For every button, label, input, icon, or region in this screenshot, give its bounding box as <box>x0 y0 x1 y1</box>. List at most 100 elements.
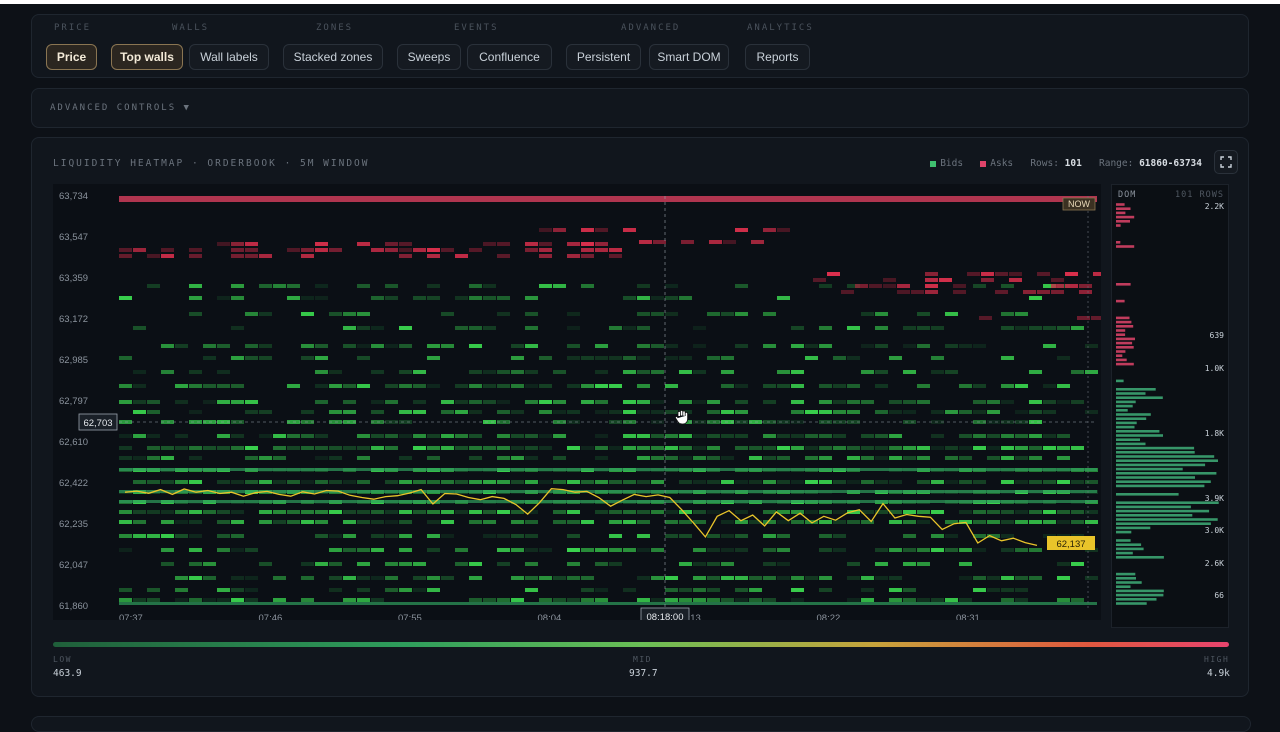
bid-cell <box>665 520 678 524</box>
ask-cell <box>315 248 328 252</box>
bid-cell <box>763 510 776 514</box>
stacked-zones-button[interactable]: Stacked zones <box>283 44 383 70</box>
bid-cell <box>707 312 720 316</box>
bid-cell <box>735 548 748 552</box>
bid-cell <box>917 510 930 514</box>
bid-cell <box>175 520 188 524</box>
ask-cell <box>1051 290 1064 294</box>
bid-cell <box>231 480 244 484</box>
bid-cell <box>763 456 776 460</box>
bid-cell <box>301 446 314 450</box>
heatmap-chart[interactable]: 63,734 63,547 63,359 63,172 62,985 62,797 62,6… <box>53 184 1101 620</box>
bid-cell <box>595 588 608 592</box>
bid-cell <box>847 326 860 330</box>
bid-cell <box>917 562 930 566</box>
bid-cell <box>805 456 818 460</box>
bid-cell <box>315 456 328 460</box>
bid-cell <box>791 370 804 374</box>
bid-cell <box>511 520 524 524</box>
bid-cell <box>679 520 692 524</box>
bid-cell <box>637 400 650 404</box>
bid-cell <box>749 598 762 602</box>
bid-cell <box>861 456 874 460</box>
bid-cell <box>763 598 776 602</box>
bid-cell <box>609 562 622 566</box>
wall-labels-button[interactable]: Wall labels <box>189 44 269 70</box>
bid-cell <box>763 480 776 484</box>
bid-cell <box>847 446 860 450</box>
ask-cell <box>855 284 868 288</box>
bid-cell <box>413 384 426 388</box>
crosshair-price-tag: 62,703 <box>78 413 118 431</box>
bid-cell <box>525 520 538 524</box>
bid-cell <box>343 446 356 450</box>
bid-cell <box>119 456 132 460</box>
bid-cell <box>973 588 986 592</box>
bid-cell <box>511 548 524 552</box>
ask-cell <box>883 278 896 282</box>
bid-cell <box>917 384 930 388</box>
advanced-controls-toggle[interactable]: ADVANCED CONTROLS ▼ <box>50 103 191 113</box>
bid-cell <box>931 548 944 552</box>
bid-cell <box>483 296 496 300</box>
bid-cell <box>987 576 1000 580</box>
ask-cell <box>525 242 538 246</box>
bid-cell <box>665 510 678 514</box>
bid-cell <box>231 588 244 592</box>
ask-cell <box>953 284 966 288</box>
x-tick-label: 08:31 <box>956 613 980 620</box>
bid-cell <box>343 326 356 330</box>
price-button[interactable]: Price <box>46 44 97 70</box>
dom-bar <box>1116 598 1157 601</box>
bid-cell <box>833 548 846 552</box>
bid-cell <box>861 510 874 514</box>
bid-cell <box>273 456 286 460</box>
bid-cell <box>903 510 916 514</box>
bid-cell <box>1001 312 1014 316</box>
ask-cell <box>1093 272 1101 276</box>
bid-cell <box>399 370 412 374</box>
bid-cell <box>973 446 986 450</box>
bid-cell <box>441 480 454 484</box>
bid-cell <box>735 510 748 514</box>
bid-cell <box>567 480 580 484</box>
bid-cell <box>763 562 776 566</box>
sweeps-button[interactable]: Sweeps <box>397 44 461 70</box>
bid-cell <box>175 588 188 592</box>
bid-cell <box>777 520 790 524</box>
bid-cell <box>567 410 580 414</box>
ask-cell <box>595 248 608 252</box>
bid-cell <box>357 344 370 348</box>
bid-cell <box>539 480 552 484</box>
dom-bar <box>1116 379 1124 383</box>
bid-cell <box>427 510 440 514</box>
bid-cell <box>651 480 664 484</box>
bid-cell <box>567 520 580 524</box>
bid-cell <box>721 576 734 580</box>
bid-cell <box>861 400 874 404</box>
reports-button[interactable]: Reports <box>745 44 810 70</box>
bid-cell <box>931 326 944 330</box>
bid-cell <box>959 576 972 580</box>
ask-cell <box>827 272 840 276</box>
persistent-button[interactable]: Persistent <box>566 44 641 70</box>
bid-cell <box>833 520 846 524</box>
bid-cell <box>329 370 342 374</box>
bid-cell <box>497 400 510 404</box>
bid-cell <box>175 446 188 450</box>
bid-cell <box>1043 434 1056 438</box>
bid-cell <box>889 446 902 450</box>
smart-dom-button[interactable]: Smart DOM <box>649 44 729 70</box>
bid-cell <box>175 534 188 538</box>
bid-cell <box>861 598 874 602</box>
bid-cell <box>385 588 398 592</box>
bid-cell <box>189 446 202 450</box>
confluence-button[interactable]: Confluence <box>467 44 552 70</box>
bid-cell <box>651 598 664 602</box>
bid-cell <box>315 344 328 348</box>
top-walls-button[interactable]: Top walls <box>111 44 183 70</box>
bid-cell <box>119 510 132 514</box>
bid-cell <box>1015 326 1028 330</box>
bid-cell <box>427 520 440 524</box>
fullscreen-button[interactable] <box>1214 150 1238 174</box>
